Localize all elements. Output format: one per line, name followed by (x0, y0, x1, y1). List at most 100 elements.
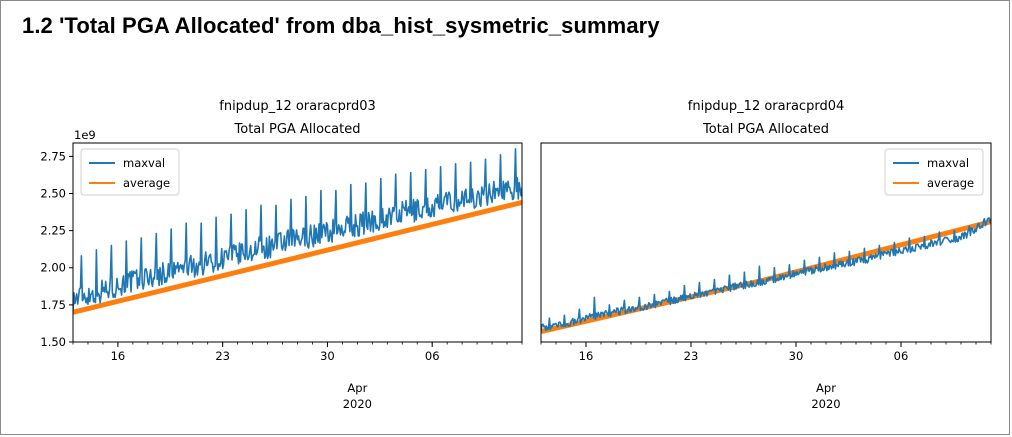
maxval-peak-point (968, 225, 971, 227)
maxval-peak-point (95, 249, 97, 251)
x-tick-label: 23 (684, 349, 699, 363)
chart-2: fnipdup_12 oraracprd04 Total PGA Allocate… (540, 99, 1000, 411)
maxval-peak-point (170, 228, 172, 230)
y-tick-label: 2.75 (40, 149, 66, 163)
maxval-peak-point (455, 163, 457, 165)
maxval-peak-point (215, 216, 217, 218)
maxval-peak-point (698, 282, 701, 284)
maxval-peak-point (200, 222, 202, 224)
maxval-peak-point (440, 166, 442, 168)
plot-area-frame (540, 142, 992, 343)
maxval-peak-point (593, 296, 596, 298)
maxval-peak-point (908, 237, 911, 239)
x-year-label: 2020 (811, 397, 840, 411)
maxval-peak-point (410, 172, 412, 174)
y-tick-label: 2.50 (40, 186, 66, 200)
legend-label-maxval: maxval (123, 156, 165, 170)
maxval-peak-point (893, 241, 896, 244)
maxval-peak-point (185, 222, 187, 224)
maxval-peak-point (484, 158, 487, 160)
maxval-peak-point (514, 148, 517, 150)
maxval-peak-point (653, 293, 656, 296)
chart-subtitle: Total PGA Allocated (702, 122, 829, 137)
series-maxval-line (541, 217, 991, 333)
maxval-peak-point (305, 195, 307, 198)
legend: maxval average (80, 148, 180, 196)
maxval-peak-point (548, 317, 551, 319)
y-tick-label: 2.25 (40, 224, 66, 238)
maxval-peak-point (563, 314, 566, 316)
x-tick-label: 06 (894, 349, 909, 363)
y-tick-label: 1.50 (40, 335, 66, 349)
maxval-peak-point (155, 233, 157, 235)
chart-1: fnipdup_12 oraracprd03 Total PGA Allocate… (40, 99, 531, 411)
maxval-peak-point (938, 231, 941, 233)
maxval-peak-point (275, 204, 277, 206)
x-tick-label: 30 (789, 349, 804, 363)
maxval-peak-point (923, 236, 926, 238)
maxval-peak-point (683, 285, 686, 287)
maxval-peak-point (110, 244, 112, 247)
legend: maxval average (884, 148, 984, 196)
chart-title: fnipdup_12 oraracprd04 (688, 99, 844, 114)
maxval-peak-point (470, 161, 472, 163)
maxval-peak-point (499, 154, 502, 156)
maxval-peak-point (848, 250, 851, 252)
maxval-peak-point (530, 144, 531, 145)
maxval-peak-point (983, 218, 986, 220)
maxval-peak-point (320, 189, 322, 192)
x-tick-label: 23 (215, 349, 230, 363)
maxval-peak-point (773, 267, 776, 269)
maxval-peak-point (245, 209, 247, 211)
maxval-peak-point (623, 299, 626, 301)
maxval-peak-point (260, 204, 262, 206)
y-tick-label: 2.00 (40, 261, 66, 275)
x-month-label: Apr (347, 381, 367, 395)
plot-lines (73, 144, 531, 315)
maxval-peak-point (728, 274, 731, 276)
x-month-label: Apr (816, 381, 836, 395)
maxval-peak-point (999, 208, 1000, 209)
maxval-peak-point (638, 296, 641, 298)
maxval-peak-point (230, 213, 232, 215)
maxval-peak-point (80, 255, 82, 257)
maxval-peak-point (953, 230, 956, 232)
maxval-peak-point (380, 178, 382, 180)
maxval-peak-point (395, 173, 397, 175)
maxval-peak-point (140, 237, 142, 239)
legend-label-average: average (123, 176, 170, 190)
maxval-peak-point (743, 271, 746, 273)
legend-label-average: average (927, 176, 974, 190)
maxval-peak-point (125, 240, 127, 242)
x-tick-label: 16 (111, 349, 126, 363)
chart-title: fnipdup_12 oraracprd03 (219, 99, 375, 114)
maxval-peak-point (803, 259, 806, 261)
series-maxval-line (73, 148, 522, 312)
maxval-peak-point (365, 182, 367, 184)
maxval-peak-point (878, 244, 881, 247)
maxval-peak-point (713, 279, 716, 281)
y-tick-label: 1.75 (40, 298, 66, 312)
plot-lines (541, 208, 1000, 335)
maxval-peak-point (863, 247, 866, 249)
plot-area-frame (72, 142, 523, 343)
x-tick-label: 30 (320, 349, 335, 363)
maxval-peak-point (578, 308, 581, 310)
y-offset-label: 1e9 (74, 128, 96, 142)
maxval-peak-point (833, 252, 836, 254)
x-year-label: 2020 (343, 397, 372, 411)
maxval-peak-point (350, 184, 352, 186)
maxval-peak-point (668, 290, 671, 293)
x-tick-label: 16 (579, 349, 594, 363)
maxval-peak-point (335, 189, 337, 192)
legend-label-maxval: maxval (927, 156, 969, 170)
maxval-peak-point (758, 265, 761, 267)
section-heading: 1.2 'Total PGA Allocated' from dba_hist_… (22, 13, 660, 38)
x-tick-label: 06 (425, 349, 440, 363)
maxval-peak-point (425, 169, 427, 171)
maxval-peak-point (788, 264, 791, 266)
maxval-peak-point (290, 198, 292, 200)
maxval-peak-point (818, 256, 821, 258)
